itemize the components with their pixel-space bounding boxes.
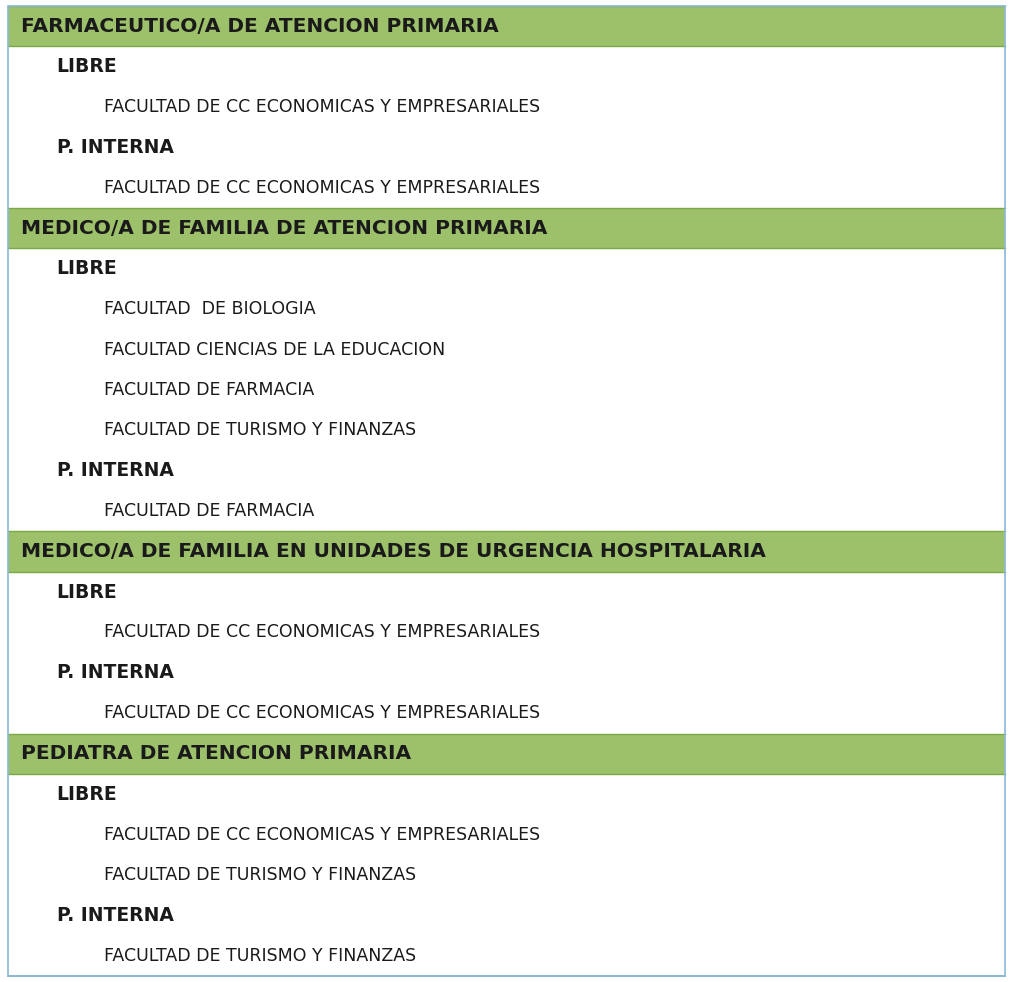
Text: FACULTAD DE FARMACIA: FACULTAD DE FARMACIA	[104, 381, 315, 399]
Text: FACULTAD DE FARMACIA: FACULTAD DE FARMACIA	[104, 502, 315, 520]
Text: FACULTAD CIENCIAS DE LA EDUCACION: FACULTAD CIENCIAS DE LA EDUCACION	[104, 341, 446, 358]
Bar	[8, 734, 1005, 774]
Text: LIBRE: LIBRE	[57, 785, 118, 803]
Bar	[8, 6, 1005, 46]
Text: FACULTAD DE CC ECONOMICAS Y EMPRESARIALES: FACULTAD DE CC ECONOMICAS Y EMPRESARIALE…	[104, 98, 541, 116]
Text: FACULTAD DE CC ECONOMICAS Y EMPRESARIALES: FACULTAD DE CC ECONOMICAS Y EMPRESARIALE…	[104, 826, 541, 844]
Text: FACULTAD DE CC ECONOMICAS Y EMPRESARIALES: FACULTAD DE CC ECONOMICAS Y EMPRESARIALE…	[104, 179, 541, 196]
Text: P. INTERNA: P. INTERNA	[57, 462, 173, 480]
Text: FARMACEUTICO/A DE ATENCION PRIMARIA: FARMACEUTICO/A DE ATENCION PRIMARIA	[21, 17, 499, 35]
Text: FACULTAD DE TURISMO Y FINANZAS: FACULTAD DE TURISMO Y FINANZAS	[104, 947, 416, 965]
Bar	[8, 531, 1005, 572]
Text: P. INTERNA: P. INTERNA	[57, 137, 173, 157]
Text: P. INTERNA: P. INTERNA	[57, 664, 173, 682]
Text: FACULTAD DE TURISMO Y FINANZAS: FACULTAD DE TURISMO Y FINANZAS	[104, 866, 416, 884]
Text: MEDICO/A DE FAMILIA DE ATENCION PRIMARIA: MEDICO/A DE FAMILIA DE ATENCION PRIMARIA	[21, 219, 548, 238]
Text: FACULTAD DE TURISMO Y FINANZAS: FACULTAD DE TURISMO Y FINANZAS	[104, 421, 416, 439]
Text: LIBRE: LIBRE	[57, 57, 118, 76]
Text: FACULTAD  DE BIOLOGIA: FACULTAD DE BIOLOGIA	[104, 300, 316, 318]
Text: PEDIATRA DE ATENCION PRIMARIA: PEDIATRA DE ATENCION PRIMARIA	[21, 744, 411, 763]
Bar	[8, 208, 1005, 248]
Text: P. INTERNA: P. INTERNA	[57, 906, 173, 925]
Text: LIBRE: LIBRE	[57, 259, 118, 278]
Text: MEDICO/A DE FAMILIA EN UNIDADES DE URGENCIA HOSPITALARIA: MEDICO/A DE FAMILIA EN UNIDADES DE URGEN…	[21, 542, 766, 561]
Text: FACULTAD DE CC ECONOMICAS Y EMPRESARIALES: FACULTAD DE CC ECONOMICAS Y EMPRESARIALE…	[104, 704, 541, 723]
Text: LIBRE: LIBRE	[57, 582, 118, 602]
Text: FACULTAD DE CC ECONOMICAS Y EMPRESARIALES: FACULTAD DE CC ECONOMICAS Y EMPRESARIALE…	[104, 624, 541, 641]
